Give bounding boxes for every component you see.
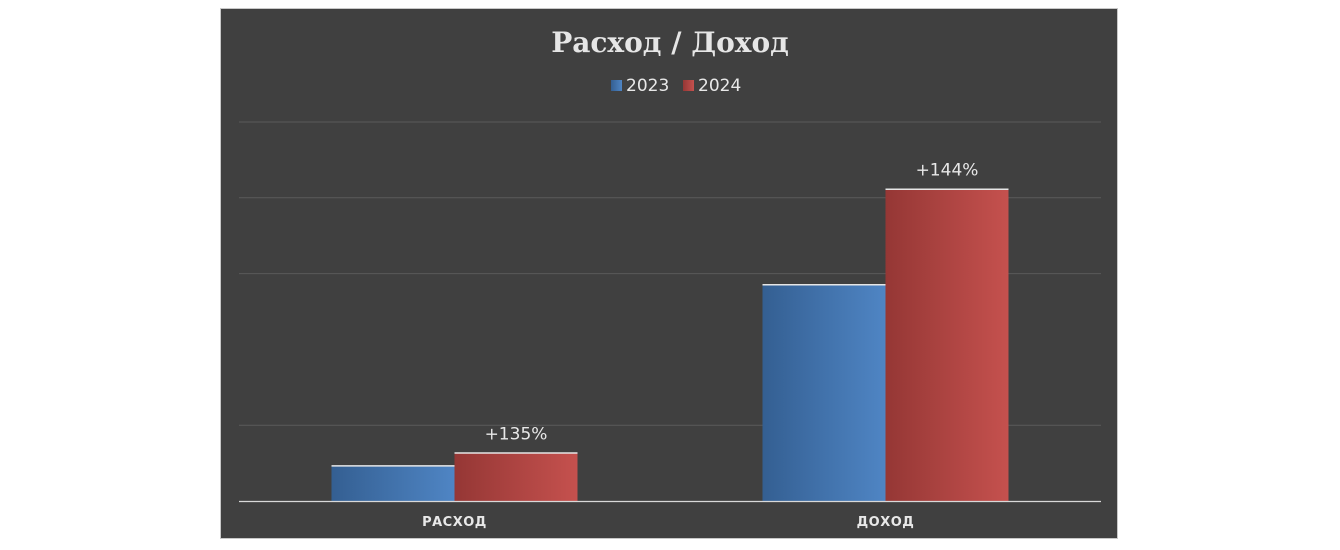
data-label-ДОХОД-2024: +144% bbox=[916, 161, 979, 181]
chart-svg: Расход / Доход 2023 2024 +135% +144% РАСХО… bbox=[239, 26, 1101, 530]
data-label-РАСХОД-2024: +135% bbox=[485, 424, 548, 444]
x-axis: РАСХОД ДОХОД bbox=[239, 500, 1101, 530]
chart-frame: Расход / Доход 2023 2024 +135% +144% РАСХО… bbox=[220, 8, 1118, 539]
bar-ДОХОД-2024 bbox=[885, 188, 1009, 502]
legend: 2023 2024 bbox=[611, 76, 741, 96]
legend-swatch-2023 bbox=[611, 80, 622, 91]
bar-РАСХОД-2024 bbox=[454, 452, 578, 501]
legend-label-2023: 2023 bbox=[626, 76, 669, 96]
category-label-РАСХОД: РАСХОД bbox=[422, 515, 487, 530]
legend-swatch-2024 bbox=[683, 80, 694, 91]
chart-title: Расход / Доход bbox=[551, 26, 789, 59]
bar-ДОХОД-2023 bbox=[762, 284, 886, 501]
category-label-ДОХОД: ДОХОД bbox=[857, 515, 915, 530]
bar-РАСХОД-2023 bbox=[331, 465, 455, 501]
bars bbox=[331, 188, 1009, 502]
legend-label-2024: 2024 bbox=[698, 76, 741, 96]
data-labels: +135% +144% bbox=[485, 161, 979, 445]
